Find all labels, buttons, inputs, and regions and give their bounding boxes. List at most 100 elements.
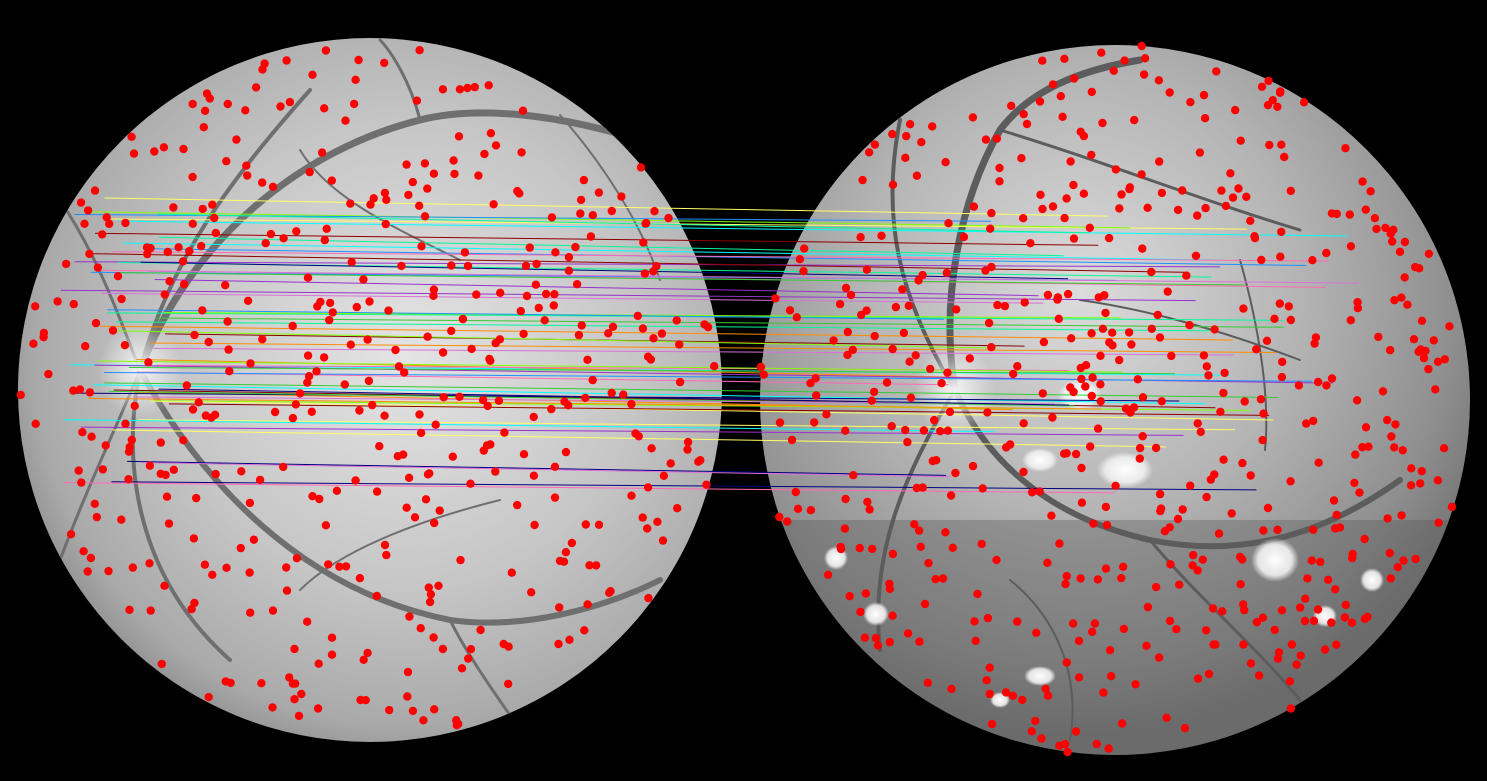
match-line: [101, 292, 1044, 304]
keypoint: [1100, 291, 1109, 300]
keypoint: [1019, 214, 1028, 223]
keypoint: [1138, 393, 1148, 402]
keypoint: [208, 570, 217, 579]
keypoint: [521, 261, 531, 271]
keypoint: [127, 132, 136, 141]
keypoint: [971, 636, 980, 645]
keypoint: [968, 461, 978, 471]
keypoint: [1256, 395, 1266, 404]
keypoint: [1439, 444, 1449, 453]
keypoint: [1155, 333, 1165, 342]
keypoint: [1006, 440, 1015, 449]
match-line: [86, 211, 1131, 229]
keypoint: [1236, 136, 1245, 145]
match-line: [140, 261, 1069, 280]
keypoint: [1210, 325, 1219, 334]
keypoint: [174, 243, 183, 252]
keypoint: [452, 716, 461, 725]
keypoint: [404, 473, 414, 482]
keypoint: [417, 242, 426, 251]
keypoint: [965, 354, 974, 363]
keypoint: [901, 425, 910, 435]
keypoint: [644, 593, 653, 603]
keypoint: [1043, 691, 1053, 700]
keypoint: [291, 679, 300, 688]
keypoint: [856, 607, 865, 617]
keypoint: [888, 180, 898, 189]
keypoint: [290, 695, 299, 704]
match-line: [63, 419, 995, 433]
keypoint: [1098, 324, 1108, 333]
keypoint: [1252, 618, 1262, 627]
keypoint: [1265, 140, 1274, 150]
keypoint: [1285, 677, 1295, 686]
keypoint: [1088, 627, 1097, 636]
keypoint: [335, 562, 344, 571]
match-line: [104, 197, 1108, 217]
keypoint: [871, 633, 880, 643]
keypoint: [982, 676, 991, 685]
keypoint: [683, 445, 692, 454]
keypoint: [846, 290, 856, 300]
keypoint: [474, 171, 483, 180]
keypoint: [1200, 114, 1210, 123]
keypoint: [1013, 617, 1022, 626]
keypoint: [1157, 397, 1167, 406]
keypoint: [576, 209, 585, 218]
keypoint: [380, 188, 390, 198]
keypoint: [325, 315, 334, 325]
keypoint: [862, 306, 871, 315]
keypoint: [285, 673, 294, 682]
keypoint: [1227, 509, 1236, 518]
keypoint: [1048, 202, 1058, 211]
keypoint: [161, 470, 170, 480]
keypoint: [1208, 604, 1218, 613]
keypoint: [384, 306, 393, 315]
keypoint: [426, 590, 436, 599]
keypoint: [1017, 154, 1026, 163]
keypoint: [485, 354, 494, 364]
keypoint: [1409, 335, 1419, 344]
keypoint: [467, 344, 476, 354]
keypoint: [1041, 684, 1050, 693]
keypoint: [292, 227, 301, 236]
keypoint: [199, 123, 208, 132]
keypoint: [1202, 362, 1212, 371]
keypoint: [911, 351, 920, 360]
keypoint: [987, 208, 996, 218]
keypoint: [1198, 555, 1208, 564]
keypoint: [1037, 734, 1046, 743]
keypoint: [102, 213, 111, 222]
keypoint: [1087, 391, 1097, 401]
match-line: [87, 253, 1185, 273]
keypoint: [841, 426, 850, 435]
match-line: [74, 261, 1221, 268]
keypoint: [346, 199, 355, 208]
keypoint: [583, 355, 592, 364]
keypoint: [321, 521, 331, 530]
keypoint: [1105, 338, 1114, 347]
keypoint: [282, 56, 291, 65]
keypoint: [1277, 227, 1286, 237]
keypoint: [222, 563, 231, 572]
keypoint: [983, 613, 993, 623]
keypoint: [1199, 351, 1209, 360]
match-line: [122, 242, 1223, 261]
keypoint: [121, 419, 130, 428]
keypoint: [1087, 87, 1097, 97]
match-line: [128, 367, 1176, 375]
keypoint: [1106, 672, 1116, 681]
keypoint: [1341, 144, 1350, 153]
keypoint: [888, 549, 898, 559]
keypoint: [1137, 170, 1146, 179]
keypoint: [312, 367, 321, 376]
keypoint: [930, 415, 939, 425]
keypoint: [1277, 372, 1287, 382]
keypoint: [1204, 371, 1213, 380]
keypoint: [984, 318, 994, 328]
keypoint: [415, 410, 424, 419]
keypoint: [1424, 364, 1433, 374]
keypoint: [415, 46, 424, 55]
keypoint: [340, 380, 349, 389]
keypoint: [1238, 555, 1247, 564]
